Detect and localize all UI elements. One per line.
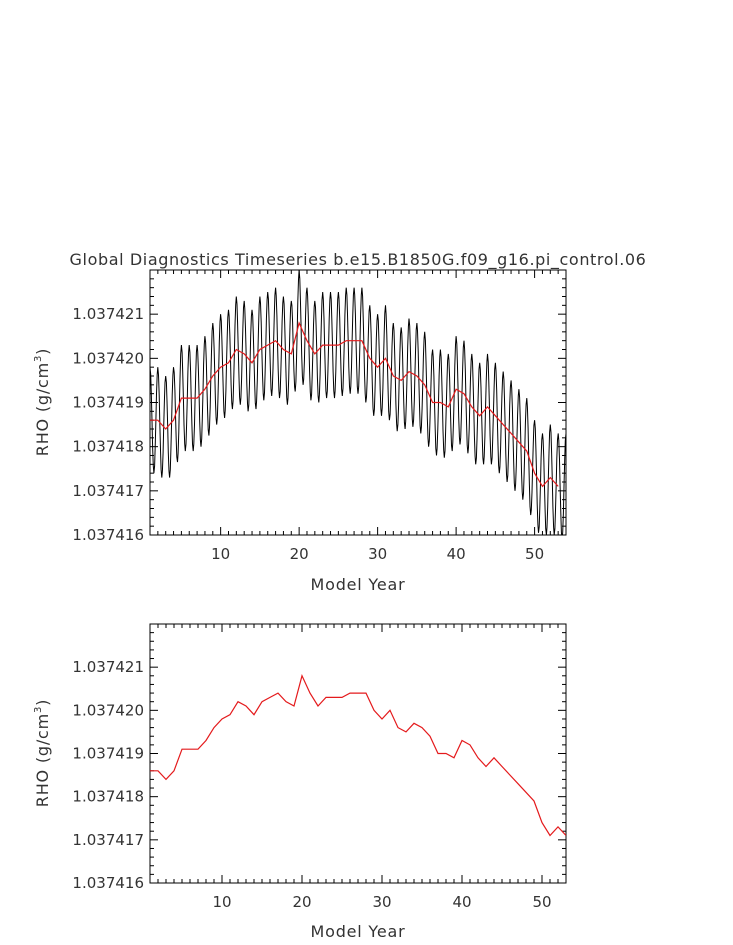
top-plot-frame xyxy=(149,269,567,536)
bottom-plot-frame xyxy=(149,623,567,884)
monthly-series-line xyxy=(150,270,566,535)
y-tick-label: 1.037420 xyxy=(72,349,144,367)
x-tick-label: 10 xyxy=(211,545,230,563)
top-tick-marks xyxy=(149,269,567,536)
top-panel: 1.037416 1.037417 1.037418 1.037419 1.037420… xyxy=(33,269,567,594)
y-tick-label: 1.037421 xyxy=(72,658,144,676)
y-tick-label: 1.037417 xyxy=(72,831,144,849)
bottom-y-label-sup: 3 xyxy=(33,706,44,713)
chart-title: Global Diagnostics Timeseries b.e15.B185… xyxy=(70,250,647,270)
top-y-label-main: RHO (g/cm xyxy=(33,362,52,456)
x-tick-label: 20 xyxy=(290,545,309,563)
top-x-axis-label: Model Year xyxy=(311,575,406,594)
x-tick-label: 10 xyxy=(212,893,231,911)
y-tick-label: 1.037416 xyxy=(72,874,144,892)
y-tick-label: 1.037418 xyxy=(72,438,144,456)
x-tick-label: 40 xyxy=(452,893,471,911)
top-y-tick-labels: 1.037416 1.037417 1.037418 1.037419 1.037420… xyxy=(72,305,144,544)
x-tick-label: 20 xyxy=(292,893,311,911)
y-tick-label: 1.037419 xyxy=(72,745,144,763)
y-tick-label: 1.037417 xyxy=(72,482,144,500)
bottom-x-axis-label: Model Year xyxy=(311,922,406,941)
top-series-group xyxy=(150,270,566,535)
annual-mean-line xyxy=(150,321,559,488)
top-x-tick-labels: 10 20 30 40 50 xyxy=(211,545,544,563)
bottom-y-label-close: ) xyxy=(33,699,52,706)
x-tick-label: 50 xyxy=(532,893,551,911)
y-tick-label: 1.037416 xyxy=(72,526,144,544)
y-tick-label: 1.037419 xyxy=(72,394,144,412)
bottom-series-group xyxy=(150,674,566,837)
bottom-y-tick-labels: 1.037416 1.037417 1.037418 1.037419 1.037420… xyxy=(72,658,144,892)
y-tick-label: 1.037420 xyxy=(72,701,144,719)
bottom-panel: 1.037416 1.037417 1.037418 1.037419 1.037420… xyxy=(33,623,567,941)
top-y-label-close: ) xyxy=(33,348,52,355)
bottom-y-label-main: RHO (g/cm xyxy=(33,713,52,807)
x-tick-label: 50 xyxy=(525,545,544,563)
bottom-x-tick-labels: 10 20 30 40 50 xyxy=(212,893,551,911)
annual-mean-line xyxy=(150,674,566,837)
x-tick-label: 30 xyxy=(372,893,391,911)
x-tick-label: 40 xyxy=(447,545,466,563)
y-tick-label: 1.037421 xyxy=(72,305,144,323)
top-y-axis-label: RHO (g/cm3) xyxy=(33,348,52,456)
x-tick-label: 30 xyxy=(368,545,387,563)
top-y-label-sup: 3 xyxy=(33,355,44,362)
y-tick-label: 1.037418 xyxy=(72,788,144,806)
bottom-y-axis-label: RHO (g/cm3) xyxy=(33,699,52,807)
bottom-tick-marks xyxy=(149,623,567,884)
